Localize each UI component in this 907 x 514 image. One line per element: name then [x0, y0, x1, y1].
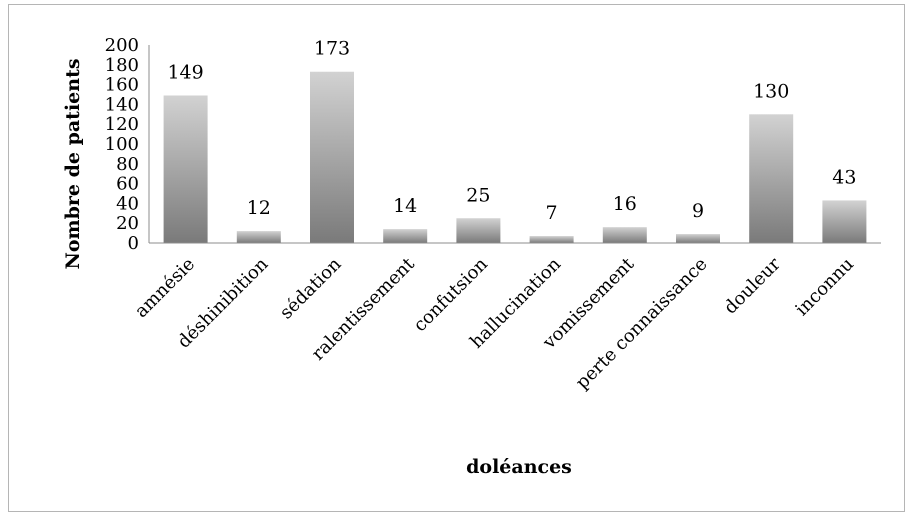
category-label: perte connaissance [572, 254, 712, 394]
bar [383, 229, 428, 243]
y-tick-label: 0 [128, 233, 139, 254]
y-tick-label: 180 [105, 55, 139, 76]
y-tick-label: 120 [105, 114, 139, 135]
y-tick-label: 20 [116, 213, 139, 234]
y-tick-label: 80 [116, 154, 139, 175]
x-axis-title: doléances [466, 456, 572, 478]
data-label: 9 [692, 200, 704, 222]
y-tick-label: 140 [105, 94, 139, 115]
y-tick-label: 40 [116, 193, 139, 214]
bar [749, 114, 794, 243]
bar [529, 236, 574, 243]
data-label: 7 [546, 202, 558, 224]
data-labels: 149 12 173 14 25 7 16 9 130 43 [167, 38, 856, 224]
y-tick-label: 60 [116, 174, 139, 195]
category-label: amnésie [131, 254, 199, 322]
bar [163, 95, 208, 244]
category-label: douleur [720, 253, 785, 318]
bar [602, 227, 647, 243]
y-axis-title: Nombre de patients [62, 58, 84, 269]
y-tick-label: 160 [105, 75, 139, 96]
bar [236, 231, 281, 243]
data-label: 149 [167, 61, 203, 83]
category-label: inconnu [791, 254, 858, 321]
y-tick-label: 200 [105, 35, 139, 56]
data-label: 43 [832, 166, 856, 188]
data-label: 16 [613, 193, 637, 215]
data-label: 173 [314, 38, 350, 60]
bar [676, 234, 720, 243]
bars [163, 71, 867, 244]
data-label: 12 [247, 197, 271, 219]
data-label: 25 [466, 184, 490, 206]
category-label: sédation [276, 253, 346, 323]
bar [310, 71, 354, 243]
data-label: 14 [393, 195, 417, 217]
chart-frame: 0 20 40 60 80 100 120 140 160 180 200 149 12 173 14 25… [8, 4, 905, 512]
data-label: 130 [753, 80, 789, 102]
y-tick-label: 100 [105, 134, 139, 155]
bar [456, 218, 501, 243]
bar [822, 200, 867, 243]
